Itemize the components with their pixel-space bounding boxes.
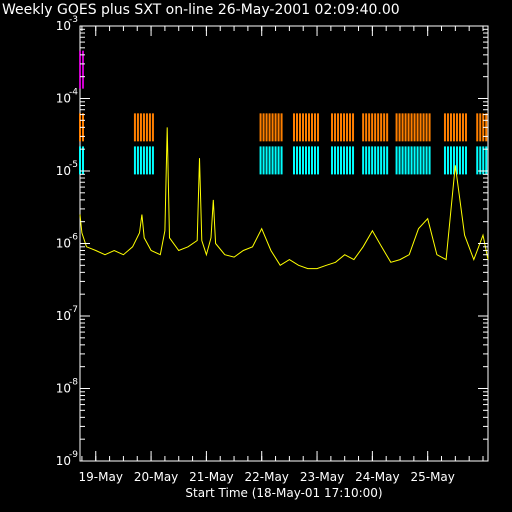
sxt-bands-layer xyxy=(79,50,488,175)
y-tick-base: 10 xyxy=(56,164,71,178)
y-tick-label: 10 xyxy=(56,164,71,178)
x-axis-ticks: 19-May 20-May 21-May 22-May 23-May 24-May 25-M… xyxy=(79,26,484,484)
x-tick-label: 22-May xyxy=(245,470,289,484)
x-tick-label: 21-May xyxy=(189,470,233,484)
y-axis-ticks: 10-910-810-710-610-510-410-3 xyxy=(56,15,488,468)
y-tick-base: 10 xyxy=(56,309,71,323)
y-tick-base: 10 xyxy=(56,19,71,33)
y-tick-base: 10 xyxy=(56,237,71,251)
y-tick-label: 10 xyxy=(56,309,71,323)
y-tick-exponent: -9 xyxy=(69,450,78,460)
y-tick-exponent: -8 xyxy=(69,378,78,388)
chart-title: Weekly GOES plus SXT on-line 26-May-2001… xyxy=(2,2,400,18)
x-tick-label: 25-May xyxy=(410,470,454,484)
y-tick-label: 10 xyxy=(56,19,71,33)
y-tick-base: 10 xyxy=(56,92,71,106)
x-axis-label: Start Time (18-May-01 17:10:00) xyxy=(185,486,382,500)
x-tick-label: 23-May xyxy=(300,470,344,484)
y-tick-label: 10 xyxy=(56,237,71,251)
x-tick-label: 24-May xyxy=(355,470,399,484)
y-tick-base: 10 xyxy=(56,382,71,396)
y-tick-exponent: -3 xyxy=(69,15,78,25)
y-tick-base: 10 xyxy=(56,454,71,468)
y-tick-exponent: -7 xyxy=(69,305,78,315)
y-tick-exponent: -6 xyxy=(69,233,78,243)
y-tick-exponent: -4 xyxy=(69,88,78,98)
y-tick-label: 10 xyxy=(56,92,71,106)
goes-flux-line xyxy=(79,127,489,270)
y-tick-exponent: -5 xyxy=(69,160,78,170)
y-tick-label: 10 xyxy=(56,454,71,468)
y-tick-label: 10 xyxy=(56,382,71,396)
x-tick-label: 19-May xyxy=(79,470,123,484)
goes-series-layer xyxy=(79,127,489,270)
x-tick-label: 20-May xyxy=(134,470,178,484)
